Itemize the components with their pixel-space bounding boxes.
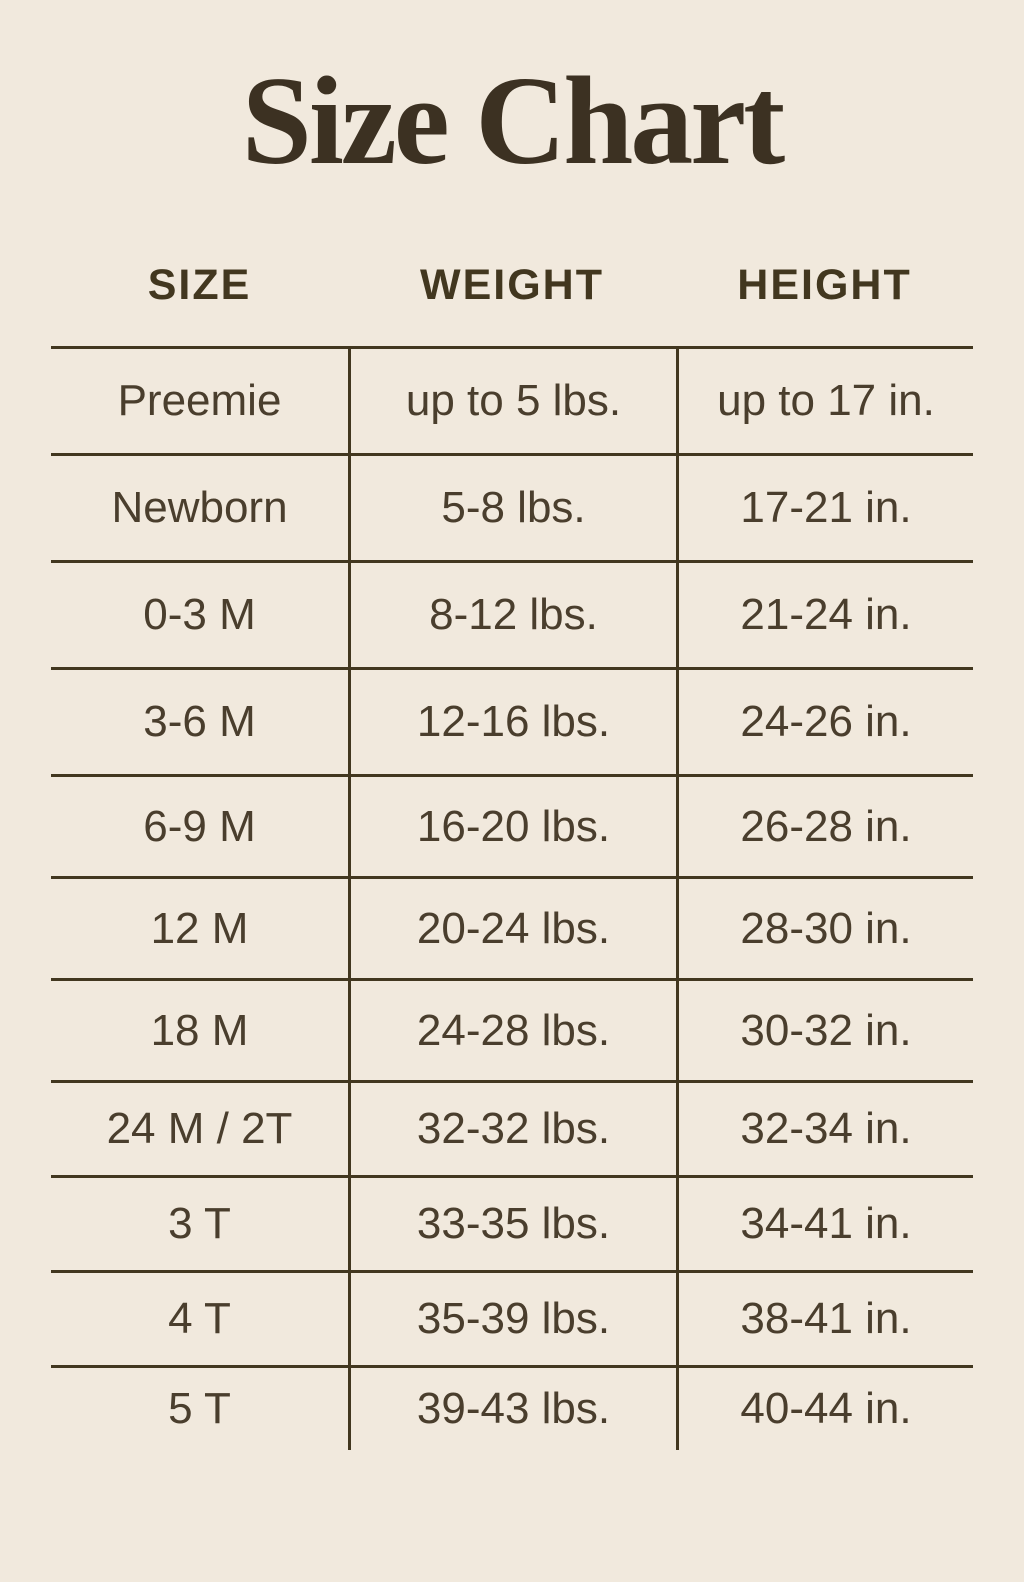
cell-weight: 16-20 lbs. [348,777,676,877]
table-row: 6-9 M 16-20 lbs. 26-28 in. [51,774,973,877]
cell-size: 0-3 M [143,590,256,640]
cell-weight: up to 5 lbs. [348,349,676,454]
cell-weight: 24-28 lbs. [348,981,676,1081]
cell-height: 28-30 in. [676,879,973,979]
cell-height: 32-34 in. [676,1083,973,1176]
header-cell-height: HEIGHT [737,261,912,310]
page-title: Size Chart [241,52,785,191]
cell-size: 12 M [150,903,249,953]
cell-height: 34-41 in. [676,1178,973,1271]
cell-height: up to 17 in. [676,349,973,454]
cell-weight: 5-8 lbs. [348,456,676,561]
table-row: 24 M / 2T 32-32 lbs. 32-34 in. [51,1080,973,1176]
header-cell-size: SIZE [147,261,252,310]
table-header-row: SIZE WEIGHT HEIGHT [51,261,973,346]
cell-size: 5 T [168,1384,231,1434]
cell-weight: 35-39 lbs. [348,1273,676,1366]
cell-height: 21-24 in. [676,563,973,668]
table-row: 12 M 20-24 lbs. 28-30 in. [51,876,973,979]
cell-size: 4 T [168,1294,231,1344]
cell-height: 26-28 in. [676,777,973,877]
cell-weight: 12-16 lbs. [348,670,676,775]
cell-height: 24-26 in. [676,670,973,775]
cell-weight: 20-24 lbs. [348,879,676,979]
cell-height: 30-32 in. [676,981,973,1081]
cell-size: 3-6 M [143,697,256,747]
table-row: 3 T 33-35 lbs. 34-41 in. [51,1175,973,1271]
cell-weight: 8-12 lbs. [348,563,676,668]
table-row: 18 M 24-28 lbs. 30-32 in. [51,978,973,1081]
cell-size: 3 T [168,1199,231,1249]
cell-weight: 33-35 lbs. [348,1178,676,1271]
cell-size: Preemie [117,376,282,426]
table-row: 4 T 35-39 lbs. 38-41 in. [51,1270,973,1366]
table-row: Preemie up to 5 lbs. up to 17 in. [51,346,973,454]
cell-height: 17-21 in. [676,456,973,561]
cell-height: 40-44 in. [676,1368,973,1451]
table-row: 3-6 M 12-16 lbs. 24-26 in. [51,667,973,775]
cell-size: 24 M / 2T [106,1104,293,1154]
cell-weight: 32-32 lbs. [348,1083,676,1176]
table-row: 5 T 39-43 lbs. 40-44 in. [51,1365,973,1451]
cell-size: 18 M [150,1005,249,1055]
cell-height: 38-41 in. [676,1273,973,1366]
cell-weight: 39-43 lbs. [348,1368,676,1451]
table-row: 0-3 M 8-12 lbs. 21-24 in. [51,560,973,668]
cell-size: 6-9 M [143,801,256,851]
size-chart-table: SIZE WEIGHT HEIGHT Preemie up to 5 lbs. … [51,261,973,1451]
header-cell-weight: WEIGHT [420,261,604,310]
table-row: Newborn 5-8 lbs. 17-21 in. [51,453,973,561]
cell-size: Newborn [111,483,288,533]
